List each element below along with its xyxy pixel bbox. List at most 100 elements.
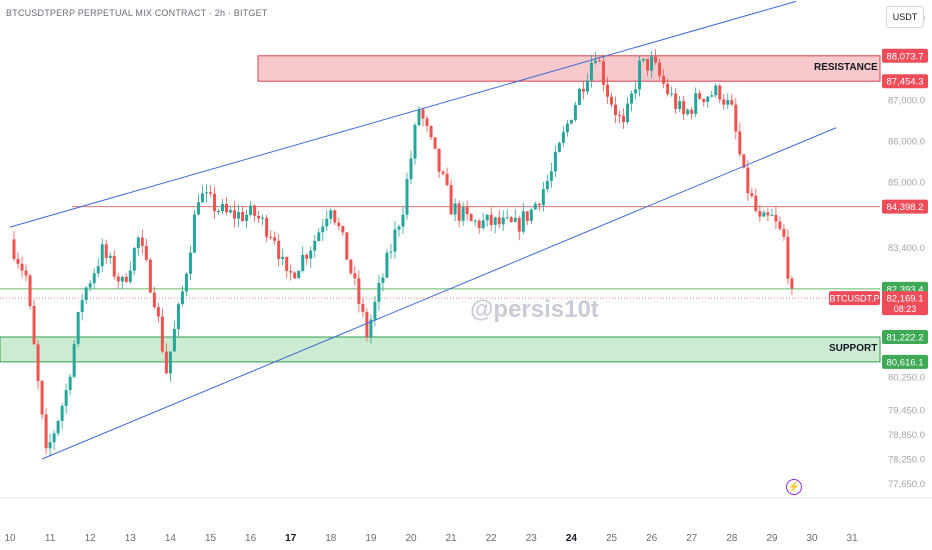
candle-body <box>429 126 433 138</box>
candle-body <box>64 390 68 406</box>
price-tag-bg <box>882 74 928 89</box>
currency-unit-button[interactable]: USDT <box>886 6 924 28</box>
horizontal-levels <box>0 206 880 299</box>
y-tick-label: 80,250.0 <box>888 372 925 383</box>
candle-body <box>112 255 116 277</box>
candle-body <box>325 218 329 227</box>
candle-body <box>369 319 373 337</box>
candle-body <box>421 109 425 119</box>
candle-body <box>762 212 766 217</box>
x-tick-label: 15 <box>205 533 217 544</box>
x-tick-label: 20 <box>405 533 417 544</box>
candle-body <box>140 237 144 246</box>
candle-body <box>373 301 377 320</box>
countdown-text: 08:23 <box>894 304 917 314</box>
candle-body <box>24 270 28 276</box>
zones <box>0 55 881 363</box>
x-tick-label: 31 <box>847 533 859 544</box>
candle-body <box>188 252 192 274</box>
candle-body <box>32 305 36 345</box>
support-zone <box>0 336 881 363</box>
candle-body <box>213 193 217 212</box>
candle-body <box>144 245 148 260</box>
candle-body <box>557 142 561 152</box>
candle-body <box>710 95 714 97</box>
candle-body <box>413 125 417 159</box>
candle-body <box>786 236 790 279</box>
y-tick-label: 77,650.0 <box>888 479 925 490</box>
candle-body <box>313 240 317 251</box>
candle-body <box>269 236 273 238</box>
candle-body <box>666 83 670 95</box>
candle-body <box>28 275 32 306</box>
candle-body <box>782 228 786 237</box>
candle-body <box>68 376 72 391</box>
candle-body <box>417 109 421 126</box>
candle-body <box>172 328 176 352</box>
candle-body <box>674 93 678 109</box>
x-tick-label: 13 <box>125 533 137 544</box>
candle-body <box>128 270 132 282</box>
candle-body <box>164 351 168 374</box>
candle-body <box>160 316 164 352</box>
candle-body <box>654 56 658 63</box>
candle-body <box>497 217 501 225</box>
candle-body <box>770 214 774 216</box>
resistance-label: RESISTANCE <box>814 62 878 74</box>
candle-body <box>718 85 722 100</box>
candle-body <box>180 291 184 305</box>
candle-body <box>489 214 493 225</box>
y-tick-label: 85,000.0 <box>888 177 925 188</box>
candle-body <box>104 244 108 258</box>
y-tick-label: 78,250.0 <box>888 455 925 466</box>
candle-body <box>265 217 269 237</box>
x-tick-label: 26 <box>646 533 658 544</box>
candle-body <box>754 195 758 211</box>
candle-body <box>192 214 196 253</box>
candle-body <box>601 61 605 85</box>
candle-body <box>501 217 505 225</box>
candle-body <box>12 239 16 259</box>
candle-body <box>333 210 337 223</box>
candle-body <box>597 60 601 62</box>
candle-body <box>168 351 172 374</box>
candle-body <box>184 273 188 292</box>
candle-body <box>569 119 573 124</box>
candle-body <box>642 58 646 61</box>
y-tick-label: 78,850.0 <box>888 430 925 441</box>
x-tick-label: 29 <box>766 533 778 544</box>
candle-body <box>245 214 249 221</box>
candle-body <box>457 203 461 221</box>
lightning-bolt-icon[interactable]: ⚡ <box>786 479 802 495</box>
candle-body <box>541 189 545 206</box>
x-tick-label: 16 <box>245 533 257 544</box>
x-tick-label: 11 <box>45 533 56 544</box>
candle-body <box>349 259 353 274</box>
candle-body <box>16 258 20 264</box>
candle-body <box>533 203 537 210</box>
candle-body <box>76 312 80 344</box>
candle-body <box>297 270 301 279</box>
candle-body <box>48 442 52 449</box>
candle-body <box>377 282 381 302</box>
candle-body <box>734 104 738 132</box>
candle-body <box>686 109 690 115</box>
candle-body <box>485 214 489 221</box>
candles <box>12 49 794 457</box>
price-tag-bg <box>882 48 928 63</box>
candle-body <box>658 62 662 76</box>
candle-body <box>650 56 654 71</box>
candle-body <box>517 217 521 232</box>
candle-body <box>44 414 48 449</box>
candle-body <box>225 203 229 213</box>
candle-body <box>381 277 385 283</box>
candle-body <box>509 217 513 222</box>
candle-body <box>750 193 754 196</box>
candle-body <box>493 217 497 225</box>
x-tick-label: 19 <box>365 533 377 544</box>
candle-body <box>233 210 237 219</box>
axes: 10 11 12 13 14 15 16 17 18 19 20 21 22 23 24 25 26 27 28 29… <box>4 13 925 544</box>
candle-body <box>577 88 581 105</box>
candle-body <box>529 209 533 221</box>
